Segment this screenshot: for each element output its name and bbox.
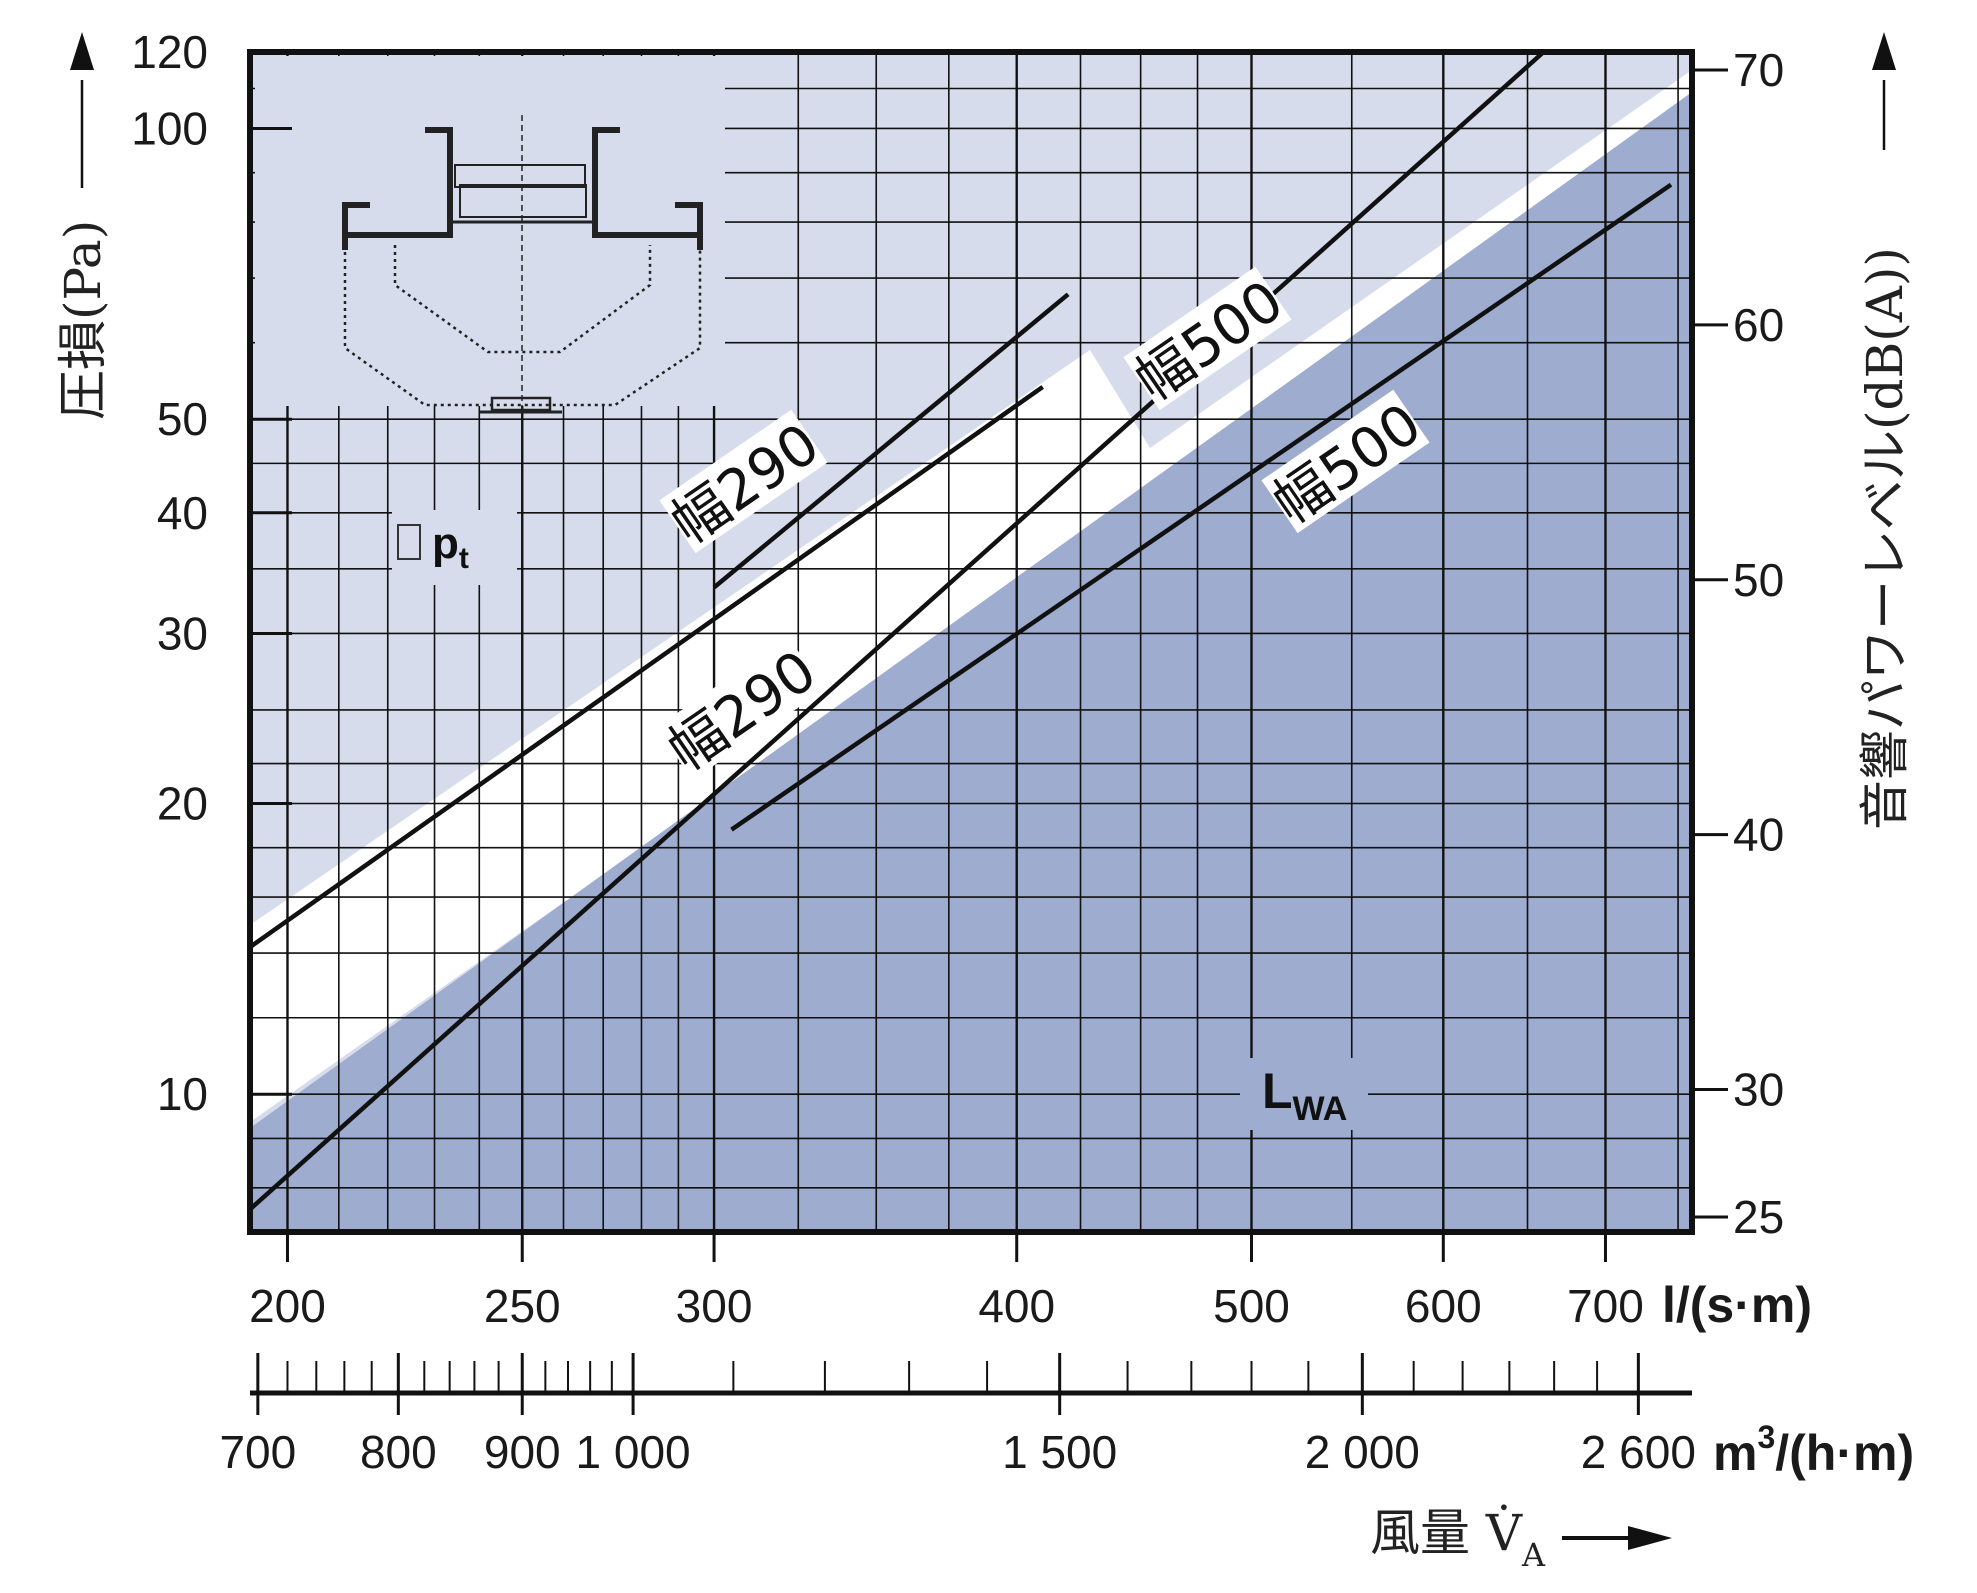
lwa-sub: WA [1293, 1090, 1348, 1128]
delta-p-sub: t [459, 542, 469, 575]
delta-p-main: p [432, 519, 459, 568]
y-left-title-group: 圧損(Pa) [54, 32, 112, 420]
series-line-3 [712, 292, 1070, 590]
x2-unit-main: m [1713, 1425, 1757, 1481]
flow-tick-label: 2 000 [1305, 1426, 1420, 1478]
x2-unit-label: m3/(h·m) [1713, 1419, 1914, 1481]
x-unit-label: l/(s·m) [1662, 1277, 1812, 1333]
sound-power-region [250, 92, 1692, 1232]
y-right-title: 音響パワーレベル(dB(A)) [1856, 247, 1914, 830]
band-label-bg [1123, 266, 1292, 411]
x-tick-label: 400 [978, 1280, 1055, 1332]
x-tick-label: 700 [1567, 1280, 1644, 1332]
x2-unit-sup: 3 [1757, 1419, 1775, 1455]
band-label-bg [1261, 389, 1430, 534]
x2-unit-rest: /(h·m) [1775, 1425, 1914, 1481]
flow-title-main: 風量 V̇ [1370, 1503, 1523, 1562]
arrow-up-icon [70, 32, 94, 70]
series-line-4 [730, 182, 1673, 832]
y-right-tick-label: 25 [1733, 1191, 1784, 1243]
y-right-tick-label: 40 [1733, 809, 1784, 861]
svg-text:LWA: LWA [1262, 1063, 1347, 1128]
x-tick-label: 500 [1213, 1280, 1290, 1332]
delta-p-label: pt [392, 510, 517, 585]
y-left-tick-label: 40 [157, 487, 208, 539]
y-right-tick-label: 60 [1733, 299, 1784, 351]
flow-tick-label: 1 000 [576, 1426, 691, 1478]
y-right-tick-label: 70 [1733, 44, 1784, 96]
inset-panel [255, 56, 725, 406]
arrow-right-icon [1628, 1526, 1672, 1550]
y-right-tick-label: 50 [1733, 554, 1784, 606]
y-left-tick-label: 10 [157, 1068, 208, 1120]
band-label-bg [656, 636, 825, 781]
x-tick-label: 200 [249, 1280, 326, 1332]
flow-tick-label: 900 [484, 1426, 561, 1478]
flow-axis: 700 800 900 1 000 1 500 2 000 2 600 [219, 1353, 1696, 1478]
flow-tick-label: 2 600 [1581, 1426, 1696, 1478]
y-left-tick-label: 50 [157, 393, 208, 445]
y-right-tick-label: 30 [1733, 1064, 1784, 1116]
flow-tick-label: 700 [219, 1426, 296, 1478]
x-tick-label: 300 [676, 1280, 753, 1332]
white-band [250, 70, 1692, 1122]
lwa-main: L [1262, 1063, 1293, 1119]
left-axis: 10 20 30 40 50 100 120 [131, 26, 292, 1120]
svg-text:pt: pt [432, 519, 469, 575]
y-left-tick-label: 120 [131, 26, 208, 78]
right-axis: 25 30 40 50 60 70 [1692, 44, 1784, 1243]
y-left-tick-label: 20 [157, 777, 208, 829]
x-tick-label: 600 [1405, 1280, 1482, 1332]
flow-tick-label: 800 [360, 1426, 437, 1478]
series-line-2 [248, 50, 1546, 1211]
y-right-title-group: 音響パワーレベル(dB(A)) [1856, 32, 1914, 830]
lwa-label: LWA [1240, 1058, 1368, 1130]
y-left-tick-label: 30 [157, 607, 208, 659]
plot-frame [247, 49, 1695, 1235]
series-layer [248, 50, 1673, 1211]
arrow-up-icon [1872, 32, 1896, 70]
band-label-bg [659, 409, 828, 554]
svg-text:風量 V̇A: 風量 V̇A [1370, 1503, 1546, 1574]
series-line-1 [248, 385, 1044, 949]
flow-tick-label: 1 500 [1002, 1426, 1117, 1478]
flow-title: 風量 V̇A [1370, 1503, 1672, 1574]
flow-title-sub: A [1521, 1536, 1546, 1574]
x-tick-label: 250 [484, 1280, 561, 1332]
y-left-title: 圧損(Pa) [54, 220, 112, 420]
duct-cross-section-diagram [342, 115, 703, 414]
bottom-axis: 200 250 300 400 500 600 700 [249, 1232, 1644, 1332]
y-left-tick-label: 100 [131, 102, 208, 154]
delta-symbol-box [397, 524, 421, 560]
